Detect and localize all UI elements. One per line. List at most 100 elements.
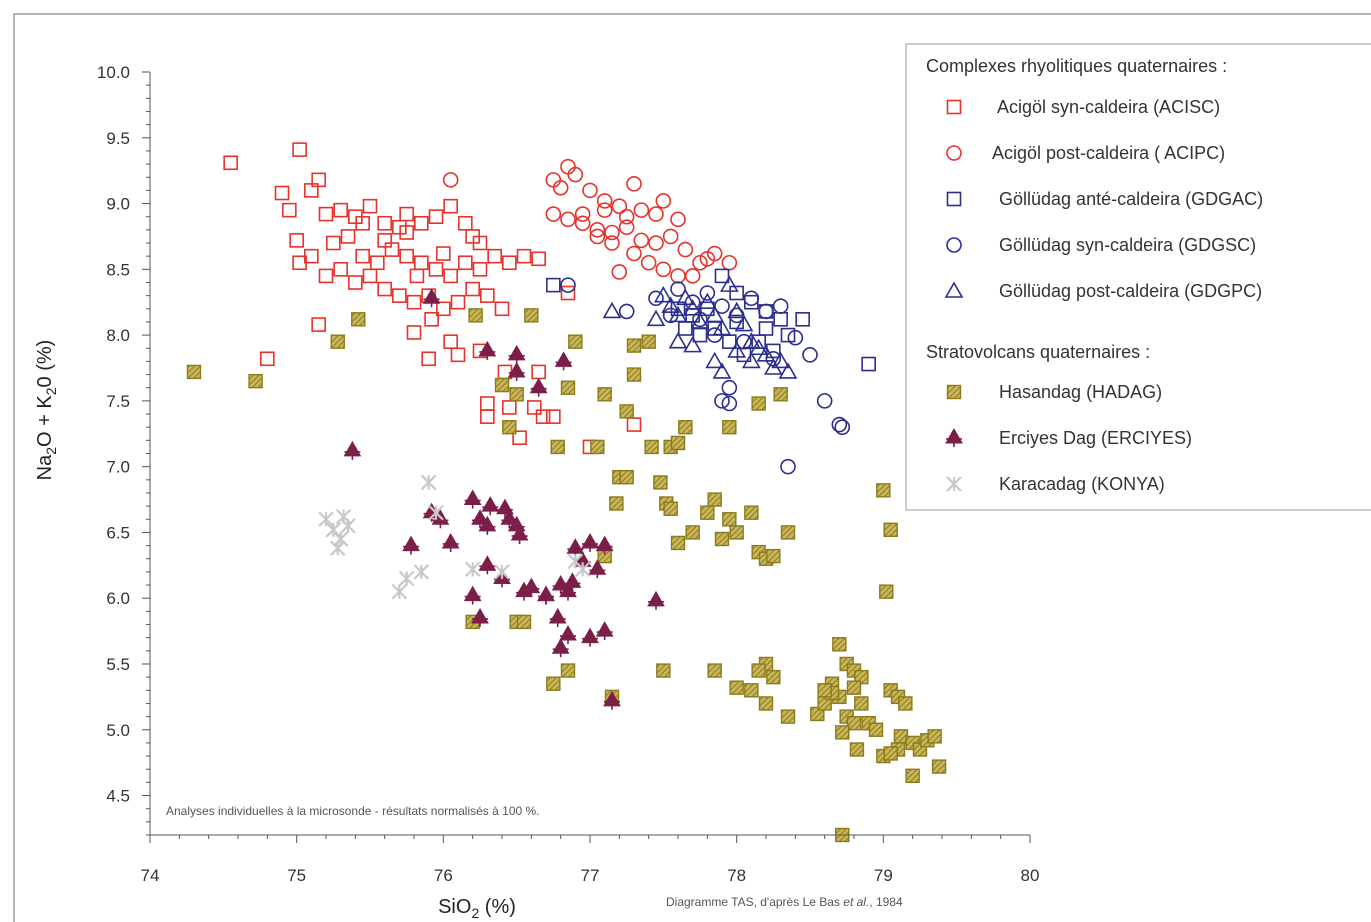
data-point: [662, 307, 679, 324]
data-point: [758, 303, 774, 320]
data-point: [633, 202, 650, 218]
legend-marker: [946, 99, 962, 115]
data-point: [795, 312, 810, 327]
data-point: [692, 327, 708, 343]
y-tick-label: 8.5: [106, 260, 130, 279]
data-point: [516, 614, 532, 630]
data-point: [568, 334, 583, 349]
x-tick-label: 77: [581, 866, 600, 885]
data-point: [355, 248, 370, 264]
data-point: [677, 241, 694, 258]
data-point: [186, 364, 202, 380]
data-point: [563, 572, 582, 592]
data-point: [712, 362, 732, 379]
data-point: [604, 224, 620, 241]
legend-label: Karacadag (KONYA): [999, 474, 1165, 494]
data-point: [719, 275, 739, 292]
data-point: [898, 696, 913, 711]
data-point: [846, 680, 862, 695]
data-point: [744, 505, 759, 520]
data-point: [729, 525, 744, 540]
data-point: [392, 219, 407, 235]
data-point: [766, 669, 781, 685]
data-point: [443, 268, 458, 284]
data-point: [384, 242, 400, 257]
data-point: [398, 570, 415, 587]
data-point: [670, 435, 686, 451]
data-point: [780, 709, 796, 724]
data-point: [744, 294, 759, 310]
data-point: [413, 564, 430, 580]
data-point: [343, 440, 362, 460]
data-point: [626, 176, 642, 192]
data-point: [406, 294, 422, 310]
data-point: [656, 663, 671, 678]
data-point: [377, 215, 392, 231]
data-point: [582, 182, 598, 199]
data-point: [604, 235, 620, 251]
data-point: [422, 288, 441, 308]
series-7: [318, 474, 591, 600]
data-point: [516, 248, 532, 264]
data-point: [868, 722, 884, 737]
data-point: [648, 206, 664, 222]
data-point: [260, 351, 275, 367]
data-point: [648, 290, 664, 307]
data-point: [304, 183, 319, 198]
legend-label: Göllüdag post-caldeira (GDGPC): [999, 281, 1262, 301]
data-point: [377, 233, 392, 248]
data-point: [595, 535, 614, 555]
data-point: [420, 474, 437, 491]
data-point: [409, 268, 425, 284]
data-point: [480, 396, 495, 411]
data-point: [399, 248, 414, 264]
series-4: [602, 275, 798, 379]
legend-marker: [946, 191, 962, 207]
data-point: [744, 683, 759, 698]
data-point: [502, 400, 517, 415]
data-point: [421, 351, 436, 367]
data-point: [355, 215, 370, 231]
data-point: [526, 400, 542, 415]
data-point: [402, 535, 420, 555]
data-point: [468, 308, 483, 323]
data-point: [545, 172, 562, 188]
data-point: [428, 504, 444, 521]
data-point: [831, 416, 848, 433]
data-point: [362, 268, 378, 284]
y-tick-label: 6.5: [106, 523, 130, 542]
data-point: [883, 522, 898, 537]
data-point: [465, 281, 480, 297]
data-point: [661, 296, 681, 313]
data-point: [441, 532, 460, 552]
data-point: [787, 329, 804, 346]
data-point: [883, 746, 898, 761]
data-point: [551, 638, 570, 658]
data-point: [481, 496, 500, 516]
data-point: [480, 409, 495, 424]
data-point: [618, 219, 635, 236]
data-point: [700, 505, 715, 520]
data-point: [550, 439, 565, 455]
data-point: [633, 232, 650, 249]
data-point: [611, 198, 628, 214]
data-point: [546, 676, 561, 691]
y-tick-label: 7.5: [106, 392, 130, 411]
data-point: [692, 254, 708, 271]
y-tick-label: 5.0: [106, 721, 130, 740]
legend-marker: [946, 384, 962, 400]
data-point: [751, 663, 766, 678]
data-point: [773, 312, 788, 327]
data-point: [773, 387, 788, 402]
data-point: [668, 305, 688, 323]
data-point: [463, 585, 482, 605]
data-point: [351, 312, 366, 327]
data-point: [325, 522, 342, 538]
data-point: [678, 419, 693, 435]
data-point: [668, 332, 688, 349]
data-point: [640, 254, 657, 271]
data-point: [318, 268, 334, 284]
data-point: [655, 193, 672, 209]
data-point: [714, 268, 730, 284]
